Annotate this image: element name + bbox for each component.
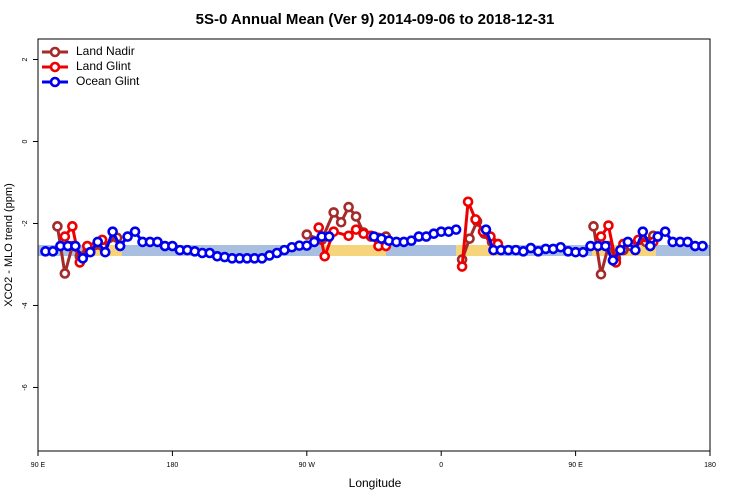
data-point bbox=[343, 201, 354, 213]
data-point bbox=[406, 235, 417, 246]
y-tick-label: -6 bbox=[22, 384, 29, 390]
y-tick-label: -4 bbox=[22, 302, 29, 308]
x-tick-label: 0 bbox=[439, 462, 443, 469]
data-point bbox=[595, 269, 607, 280]
data-point bbox=[652, 231, 664, 242]
y-tick-label: -2 bbox=[22, 220, 29, 226]
data-point bbox=[659, 226, 671, 237]
data-point bbox=[622, 236, 634, 248]
x-tick-label: 90 E bbox=[568, 462, 583, 469]
data-point bbox=[600, 240, 611, 252]
data-point bbox=[301, 229, 313, 240]
data-point bbox=[588, 221, 599, 232]
data-point bbox=[480, 224, 492, 235]
land-band bbox=[322, 245, 386, 256]
data-point bbox=[92, 236, 104, 248]
data-point bbox=[335, 216, 347, 228]
data-point bbox=[328, 207, 339, 218]
data-point bbox=[107, 226, 118, 237]
y-tick-label: 0 bbox=[22, 139, 29, 143]
data-point bbox=[470, 214, 481, 225]
data-point bbox=[84, 246, 96, 258]
data-point bbox=[450, 224, 462, 235]
data-point bbox=[70, 240, 81, 252]
legend-marker bbox=[49, 46, 61, 58]
data-point bbox=[603, 220, 614, 231]
data-point bbox=[343, 230, 354, 242]
data-point bbox=[350, 211, 362, 222]
x-tick-label: 90 W bbox=[299, 462, 316, 469]
data-point bbox=[615, 244, 626, 256]
data-point bbox=[630, 244, 641, 256]
y-axis-label: XCO2 - MLO trend (ppm) bbox=[3, 183, 15, 306]
data-point bbox=[67, 221, 78, 232]
data-point bbox=[167, 240, 178, 252]
data-point bbox=[456, 261, 468, 272]
data-point bbox=[607, 255, 619, 266]
data-point bbox=[99, 246, 111, 258]
data-point bbox=[464, 233, 475, 244]
data-point bbox=[52, 221, 63, 232]
data-point bbox=[114, 240, 126, 252]
legend-label: Land Nadir bbox=[76, 44, 135, 58]
data-point bbox=[644, 240, 656, 252]
data-point bbox=[323, 231, 335, 242]
data-point bbox=[595, 231, 607, 242]
data-point bbox=[129, 226, 141, 237]
data-point bbox=[555, 241, 566, 253]
chart-title: 5S-0 Annual Mean (Ver 9) 2014-09-06 to 2… bbox=[196, 11, 555, 28]
data-point bbox=[637, 226, 649, 237]
data-point bbox=[122, 231, 133, 242]
data-point bbox=[313, 222, 325, 233]
data-point bbox=[350, 224, 362, 235]
plot-frame bbox=[37, 38, 711, 452]
data-point bbox=[308, 236, 320, 248]
legend-label: Land Glint bbox=[76, 59, 131, 73]
x-tick-label: 180 bbox=[704, 462, 716, 469]
land-band bbox=[456, 245, 500, 256]
y-tick-label: 2 bbox=[22, 57, 29, 61]
legend-marker bbox=[49, 76, 61, 88]
data-point bbox=[697, 240, 708, 252]
data-point bbox=[462, 196, 474, 208]
legend-label: Ocean Glint bbox=[76, 74, 140, 88]
data-point bbox=[77, 253, 89, 264]
data-point bbox=[152, 236, 163, 248]
data-point bbox=[59, 268, 71, 279]
data-point bbox=[47, 246, 59, 257]
data-point bbox=[59, 231, 71, 242]
data-point bbox=[319, 250, 331, 262]
x-axis-label: Longitude bbox=[349, 476, 402, 490]
legend-marker bbox=[49, 61, 61, 73]
data-point bbox=[682, 236, 693, 248]
x-tick-label: 180 bbox=[167, 462, 179, 469]
data-point bbox=[577, 246, 589, 258]
x-tick-label: 90 E bbox=[31, 462, 46, 469]
